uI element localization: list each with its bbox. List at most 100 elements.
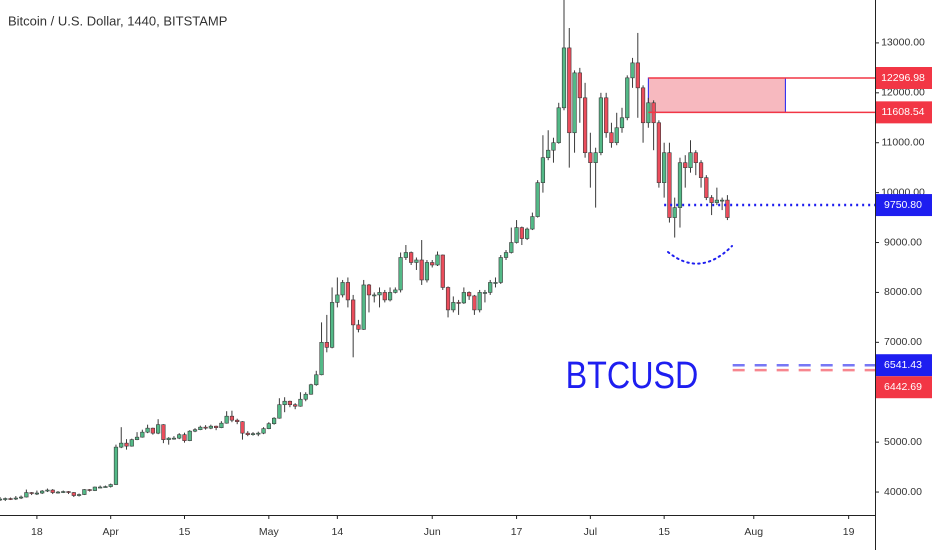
candle-body — [92, 486, 97, 491]
x-tick-label: Jul — [584, 526, 597, 538]
symbol-annotation: BTCUSD — [566, 355, 699, 397]
candle-body — [551, 142, 556, 151]
y-tick-label: 4000.00 — [884, 486, 922, 498]
candle-body — [356, 324, 361, 330]
x-tick-label: 15 — [179, 526, 191, 538]
candle-body — [208, 425, 213, 429]
candle-body — [467, 292, 472, 297]
y-tick-label: 8000.00 — [884, 286, 922, 298]
candle-body — [66, 491, 71, 493]
y-tick-label: 13000.00 — [881, 37, 925, 49]
candle-body — [18, 496, 24, 499]
candle-body — [198, 426, 203, 430]
candle-body — [582, 97, 588, 154]
candle-body — [656, 122, 661, 183]
candle-body — [625, 77, 630, 119]
candle-body — [219, 422, 224, 428]
candle-body — [614, 127, 619, 144]
candle-body — [192, 429, 198, 432]
price-label: 12296.98 — [881, 72, 925, 84]
candle-body — [314, 374, 319, 386]
candle-body — [3, 498, 8, 500]
candle-body — [403, 252, 408, 258]
plot-area — [0, 0, 875, 502]
candle-body — [55, 491, 61, 494]
candle-body — [493, 282, 498, 284]
candle-body — [45, 489, 50, 492]
candle-body — [677, 162, 683, 208]
candle-body — [720, 199, 725, 202]
candle-body — [282, 400, 287, 406]
candle-body — [335, 294, 340, 303]
price-label-box — [876, 194, 932, 217]
chart-title: Bitcoin / U.S. Dollar, 1440, BITSTAMP — [8, 13, 227, 28]
candle-body — [303, 393, 308, 400]
candle-body — [530, 216, 535, 230]
candle-body — [271, 417, 277, 424]
candle-body — [119, 442, 124, 448]
candle-body — [293, 404, 298, 407]
candle-body — [519, 227, 524, 239]
y-tick-label: 7000.00 — [884, 336, 922, 348]
x-tick-label: Aug — [744, 526, 763, 538]
candle-body — [387, 292, 393, 301]
candle-body — [124, 442, 129, 447]
candle-body — [514, 227, 519, 243]
candle-body — [693, 152, 698, 163]
candle-body — [61, 491, 66, 493]
candle-body — [698, 162, 704, 178]
candle-body — [482, 292, 488, 294]
candle-body — [572, 72, 577, 134]
candle-body — [140, 431, 145, 438]
candle-body — [709, 197, 714, 203]
candle-body — [261, 428, 266, 434]
candle-body — [498, 257, 503, 283]
candle-body — [182, 434, 187, 441]
candle-body — [688, 152, 693, 168]
candle-body — [340, 282, 345, 296]
price-label-box — [876, 101, 932, 124]
candle-body — [567, 47, 572, 134]
candle-body — [103, 486, 108, 488]
candle-body — [71, 492, 76, 496]
candle-body — [0, 498, 3, 501]
candle-body — [419, 259, 424, 281]
candle-body — [398, 257, 403, 291]
candle-body — [588, 152, 593, 163]
price-label-box — [876, 376, 932, 399]
candle-body — [461, 292, 466, 304]
price-label-box — [876, 66, 932, 89]
candle-body — [525, 228, 530, 239]
candle-body — [672, 207, 677, 218]
candle-body — [34, 492, 39, 495]
price-label-box — [876, 354, 932, 377]
candle-body — [224, 415, 229, 424]
candle-body — [366, 284, 372, 296]
candle-body — [245, 432, 250, 435]
candle-body — [82, 489, 87, 495]
candle-body — [630, 62, 635, 79]
candle-body — [150, 427, 155, 434]
x-tick-label: 18 — [31, 526, 43, 538]
x-tick-label: 15 — [658, 526, 670, 538]
candle-body — [714, 199, 719, 203]
candle-body — [50, 489, 55, 493]
candle-body — [619, 117, 625, 129]
price-label: 11608.54 — [881, 106, 924, 118]
candle-body — [129, 439, 134, 447]
candle-body — [329, 302, 335, 348]
candle-body — [108, 484, 113, 487]
candle-body — [609, 132, 614, 144]
candle-body — [540, 157, 546, 183]
candle-body — [203, 426, 208, 429]
x-tick-label: May — [259, 526, 280, 538]
candle-body — [240, 421, 245, 434]
candle-body — [435, 254, 440, 266]
arc-annotation — [667, 245, 733, 265]
candle-body — [229, 415, 235, 421]
candle-body — [488, 282, 493, 293]
candle-body — [456, 302, 461, 304]
candle-body — [635, 62, 640, 89]
y-tick-label: 5000.00 — [884, 436, 922, 448]
